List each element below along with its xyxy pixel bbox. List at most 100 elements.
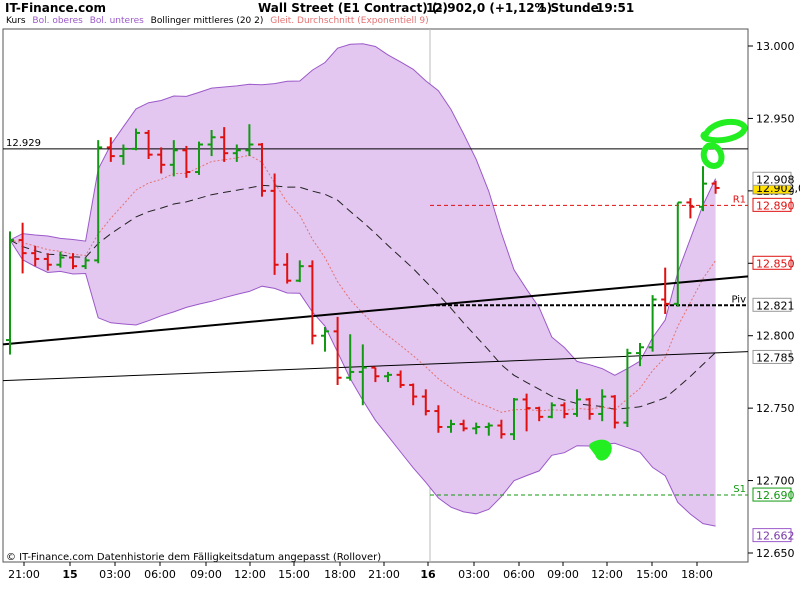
ohlc-bar[interactable] [409,383,418,406]
ohlc-bar[interactable] [169,140,178,177]
y-tick-label: 12.950 [756,112,795,125]
ohlc-bar[interactable] [585,398,594,420]
ohlc-bar[interactable] [283,253,292,284]
ohlc-bar[interactable] [119,144,128,165]
ohlc-bar[interactable] [132,128,140,151]
x-tick-label: 09:00 [547,568,579,581]
price-change: 12.902,0 (+1,12%) [426,1,553,15]
ohlc-bar[interactable] [699,166,707,212]
ohlc-bar[interactable] [346,334,355,381]
ohlc-bar[interactable] [106,137,115,162]
price-label: 12.690 [752,487,795,502]
ohlc-bar[interactable] [6,231,14,355]
level-label-r1: R1 [733,194,746,205]
ohlc-bar[interactable] [232,144,241,162]
ohlc-bar[interactable] [560,402,569,419]
x-tick-label: 15:00 [278,568,310,581]
ohlc-bar[interactable] [18,222,27,274]
ohlc-bar[interactable] [295,260,304,283]
ohlc-bar[interactable] [686,198,695,219]
ohlc-bar[interactable] [447,419,455,433]
ohlc-bar[interactable] [43,253,52,271]
ohlc-bar[interactable] [636,342,644,367]
ohlc-bar[interactable] [673,201,682,307]
ohlc-bar[interactable] [421,389,430,416]
chart-interval[interactable]: 1 Stunde [538,1,599,15]
price-label-box [752,349,792,364]
price-label-text: 12.662 [756,530,795,543]
ohlc-bar[interactable] [459,419,468,432]
ohlc-bar[interactable] [195,141,203,175]
ohlc-bar[interactable] [245,124,254,157]
ohlc-bar[interactable] [371,366,380,383]
x-tick-label: 18:00 [324,568,356,581]
legend-bollinger-lower: Bol. unteres [89,16,144,26]
highlight-mark-top [700,118,748,170]
ohlc-bar[interactable] [81,257,90,270]
ohlc-bar[interactable] [472,422,481,435]
x-tick-label: 09:00 [190,568,222,581]
price-label-box [752,297,792,312]
site-name[interactable]: IT-Finance.com [5,1,107,15]
ohlc-bar[interactable] [573,389,581,417]
level-label-piv: Piv [731,294,746,305]
x-tick-label: 06:00 [144,568,176,581]
highlight-mark-bottom [589,439,612,461]
ohlc-bar[interactable] [598,389,607,422]
ohlc-bar[interactable] [321,327,329,352]
ohlc-bar[interactable] [396,370,405,388]
y-tick-label: 12.800 [756,330,795,343]
ohlc-bar[interactable] [610,395,619,429]
ohlc-bar[interactable] [220,127,229,162]
x-tick-label: 15 [62,568,77,581]
ohlc-bar[interactable] [31,245,40,267]
ohlc-bar[interactable] [207,130,216,157]
level-label-s1: S1 [733,484,746,495]
x-tick-label: 03:00 [99,568,131,581]
x-tick-label: 03:00 [458,568,490,581]
x-tick-label: 21:00 [8,568,40,581]
ohlc-bar[interactable] [661,267,670,314]
price-label-text: 12.850 [756,257,795,270]
price-label-text: 12.890 [756,199,795,212]
price-label-box [752,487,792,502]
ohlc-bar[interactable] [270,173,279,275]
price-label-box [752,528,792,543]
ohlc-bar[interactable] [535,406,544,422]
ohlc-bar[interactable] [94,140,103,264]
ohlc-bar[interactable] [56,251,65,268]
ohlc-bar[interactable] [144,130,153,159]
ohlc-bar[interactable] [510,398,518,441]
y-tick-label: 12.700 [756,475,795,488]
ohlc-bar[interactable] [547,402,556,419]
ohlc-bar[interactable] [522,393,531,432]
ohlc-bar[interactable] [69,253,77,270]
ohlc-bar[interactable] [258,143,266,197]
x-tick-label: 15:00 [636,568,668,581]
ohlc-bar[interactable] [484,422,493,436]
ohlc-bar[interactable] [358,344,367,406]
price-label-box [752,255,792,270]
trend-line-lower [2,351,749,382]
indicator-legend: Kurs Bol. oberes Bol. unteres Bollinger … [6,16,433,28]
ohlc-bar[interactable] [308,260,317,345]
x-tick-label: 12:00 [591,568,623,581]
ohlc-bar[interactable] [384,371,392,383]
ohlc-bar[interactable] [648,295,657,352]
ohlc-bar[interactable] [182,145,191,178]
ohlc-bar[interactable] [157,147,166,174]
price-label: 12.785 [752,349,795,364]
x-tick-label: 18:00 [681,568,713,581]
ohlc-bar[interactable] [434,405,443,433]
x-tick-label: 12:00 [234,568,266,581]
ohlc-bar[interactable] [623,348,632,427]
price-label-box [752,171,792,186]
y-tick-label: 13.000 [756,40,795,53]
ohlc-bar[interactable] [497,419,506,439]
chart-header: IT-Finance.com Wall Street (E1 Contract)… [0,0,800,16]
bollinger-middle-line [9,184,716,410]
ohlc-bar[interactable] [333,316,342,385]
ohlc-bar[interactable] [711,180,720,194]
